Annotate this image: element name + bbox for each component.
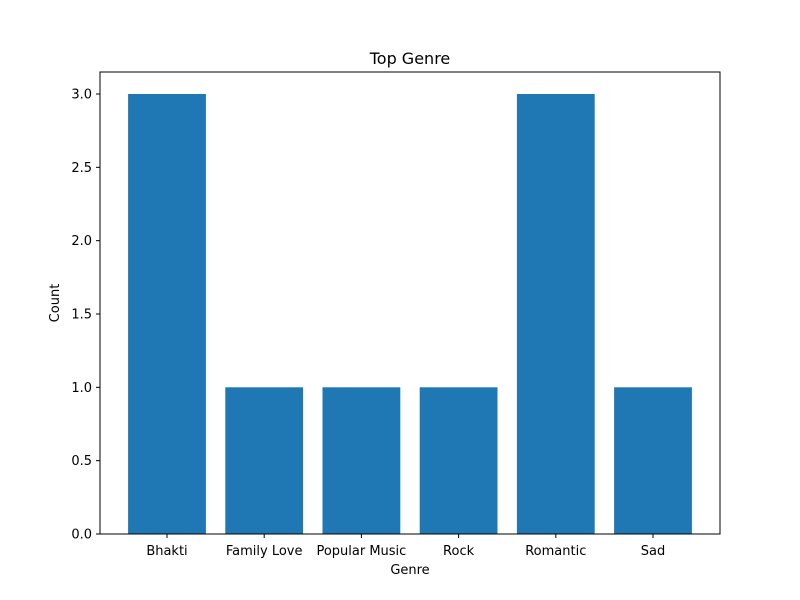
y-tick-label: 1.5 [71, 308, 92, 323]
x-tick-label: Sad [641, 544, 665, 559]
x-tick-label: Rock [443, 544, 475, 559]
bar-family-love [225, 387, 304, 534]
bar-romantic [516, 94, 595, 534]
x-tick-label: Family Love [226, 544, 303, 559]
bar-sad [614, 387, 692, 534]
y-axis: 0.0 0.5 1.0 1.5 2.0 2.5 3.0 [71, 88, 100, 543]
bar-rock [419, 387, 498, 534]
y-tick-label: 2.5 [71, 161, 92, 176]
y-tick-label: 2.0 [71, 234, 92, 249]
bar-bhakti [128, 94, 206, 534]
x-axis-label: Genre [390, 563, 429, 578]
x-tick-label: Bhakti [146, 544, 187, 559]
y-tick-label: 1.0 [71, 381, 92, 396]
bar-popular-music [322, 387, 401, 534]
x-tick-label: Romantic [525, 544, 586, 559]
x-tick-label: Popular Music [316, 544, 406, 559]
plot-frame [99, 71, 721, 535]
y-tick-label: 0.5 [71, 454, 92, 469]
x-axis: Bhakti Family Love Popular Music Rock Romant… [146, 534, 665, 559]
y-tick-label: 3.0 [71, 88, 92, 103]
chart-title: Top Genre [369, 49, 451, 68]
y-tick-label: 0.0 [71, 528, 92, 543]
bars-group [128, 94, 692, 534]
y-axis-label: Count [48, 284, 63, 323]
